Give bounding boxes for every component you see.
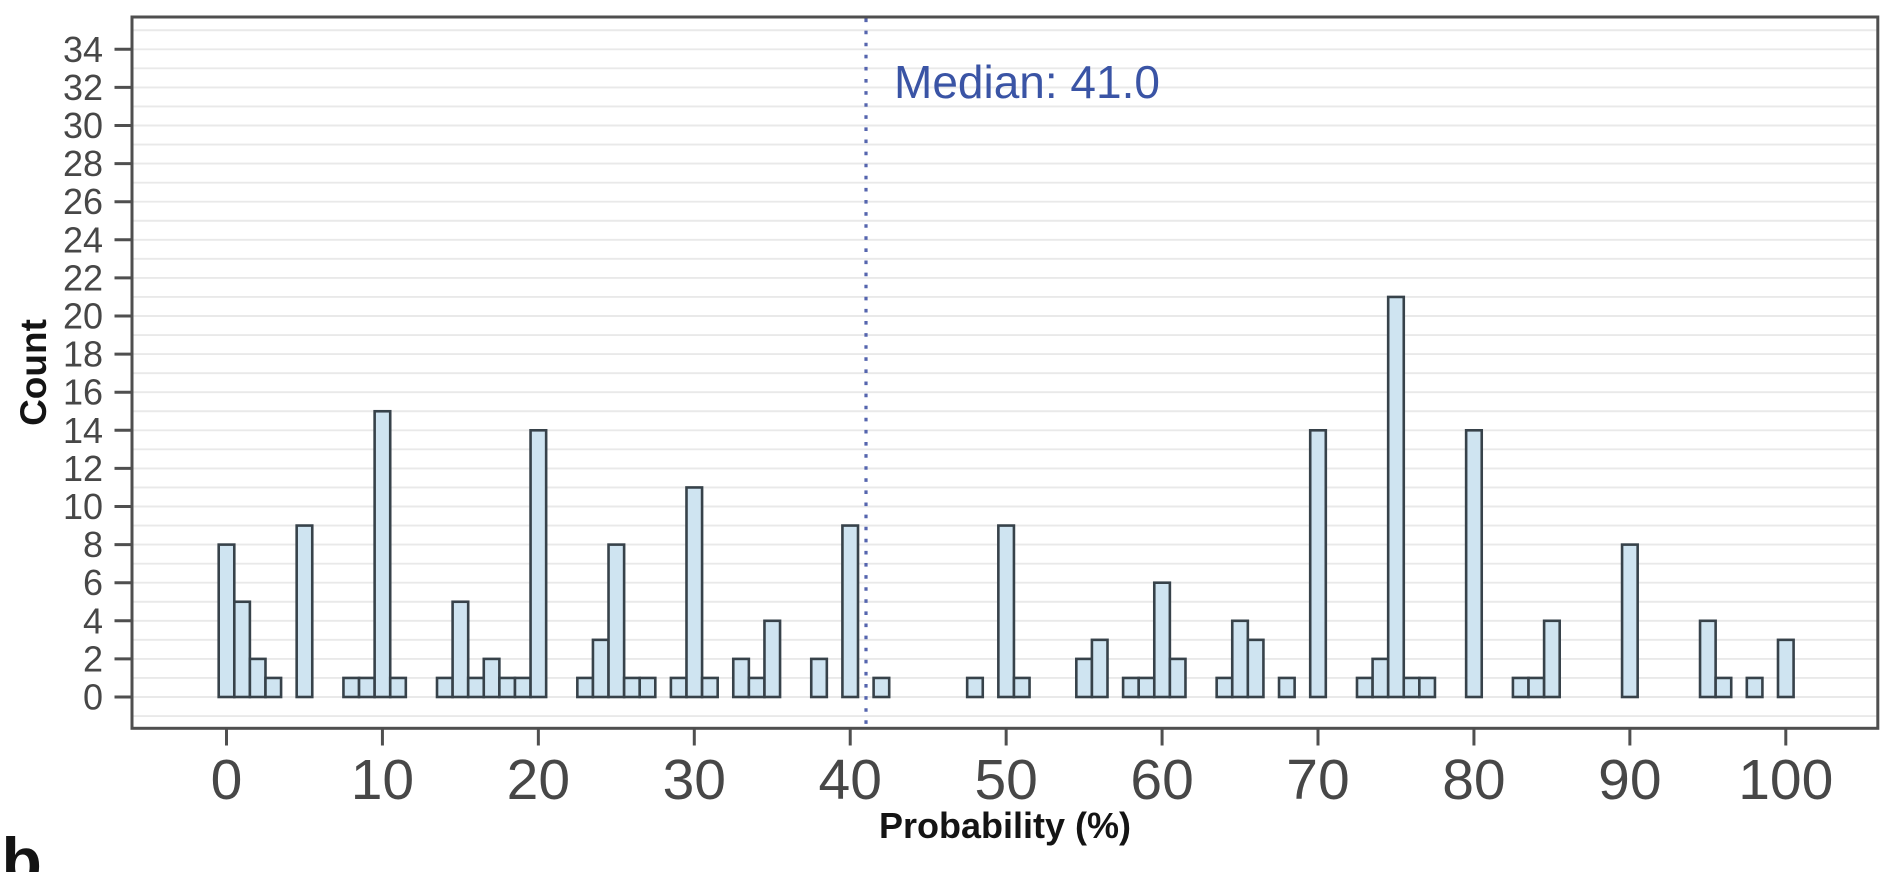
svg-text:40: 40 — [819, 748, 882, 812]
svg-text:2: 2 — [83, 638, 103, 679]
svg-text:0: 0 — [83, 677, 103, 718]
svg-text:20: 20 — [63, 296, 103, 337]
svg-text:10: 10 — [63, 486, 103, 527]
svg-text:24: 24 — [63, 219, 103, 260]
svg-text:22: 22 — [63, 257, 103, 298]
svg-text:50: 50 — [974, 748, 1037, 812]
svg-text:18: 18 — [63, 334, 103, 375]
svg-text:34: 34 — [63, 29, 103, 70]
svg-text:8: 8 — [83, 524, 103, 565]
svg-text:4: 4 — [83, 600, 103, 641]
svg-text:80: 80 — [1442, 748, 1505, 812]
svg-text:0: 0 — [211, 748, 243, 812]
svg-text:28: 28 — [63, 143, 103, 184]
svg-text:26: 26 — [63, 181, 103, 222]
svg-text:32: 32 — [63, 67, 103, 108]
svg-text:12: 12 — [63, 448, 103, 489]
svg-text:20: 20 — [507, 748, 570, 812]
svg-text:100: 100 — [1738, 748, 1833, 812]
svg-text:30: 30 — [663, 748, 726, 812]
svg-text:70: 70 — [1286, 748, 1349, 812]
svg-text:90: 90 — [1598, 748, 1661, 812]
svg-text:Count: Count — [13, 319, 54, 426]
svg-text:10: 10 — [351, 748, 414, 812]
svg-text:60: 60 — [1130, 748, 1193, 812]
svg-text:16: 16 — [63, 372, 103, 413]
svg-text:b: b — [2, 824, 42, 872]
svg-text:14: 14 — [63, 410, 103, 451]
svg-text:6: 6 — [83, 562, 103, 603]
svg-text:30: 30 — [63, 105, 103, 146]
svg-text:Probability (%): Probability (%) — [879, 805, 1131, 846]
svg-text:Median: 41.0: Median: 41.0 — [894, 56, 1160, 108]
